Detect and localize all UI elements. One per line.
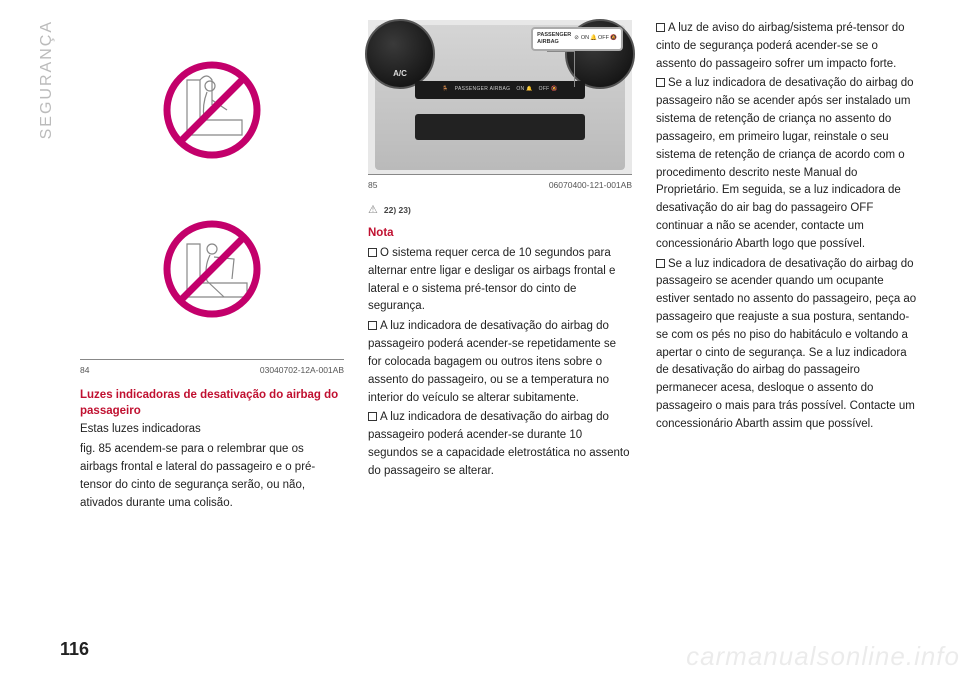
box-icon [368,321,377,330]
column-1: 84 03040702-12A-001AB Luzes indicadoras … [80,20,344,620]
watermark: carmanualsonline.info [686,641,960,672]
fig-code: 03040702-12A-001AB [260,364,344,377]
warning-row: ⚠ 22) 23) [368,202,632,219]
box-icon [656,259,665,268]
dashboard: A/C 🪑 PASSENGER AIRBAG ON 🔔 OFF 🔕 PASSEN… [375,25,625,170]
page-number: 116 [60,639,89,660]
callout-on: ON [581,36,589,42]
figure-85-caption: 85 06070400-121-001AB [368,179,632,192]
callout-off: OFF [598,36,609,42]
strip-on-icon: ON 🔔 [516,86,532,94]
slot [415,114,585,140]
strip-text: PASSENGER AIRBAG [455,86,511,94]
callout-l2: AIRBAG [537,39,571,46]
paragraph-text: A luz de aviso do airbag/sistema pré-ten… [656,22,905,70]
box-icon [368,412,377,421]
paragraph: O sistema requer cerca de 10 segundos pa… [368,245,632,316]
box-icon [368,248,377,257]
warning-icon: ⚠ [368,202,378,219]
strip-off-icon: OFF 🔕 [539,86,558,94]
manual-page: SEGURANÇA [0,0,960,678]
fig-num: 85 [368,179,377,192]
paragraph: Se a luz indicadora de desativação do ai… [656,256,920,434]
column-3: A luz de aviso do airbag/sistema pré-ten… [656,20,920,620]
box-icon [656,23,665,32]
paragraph: fig. 85 acendem-se para o relembrar que … [80,441,344,512]
prohibit-icon [152,50,272,170]
gauge-left: A/C [365,19,435,89]
prohibit-sign-top [152,50,272,170]
figure-84 [80,20,344,360]
paragraph-text: O sistema requer cerca de 10 segundos pa… [368,247,615,312]
paragraph-text: A luz indicadora de desativação do airba… [368,320,616,403]
box-icon [656,78,665,87]
fig-num: 84 [80,364,89,377]
paragraph-text: A luz indicadora de desativação do airba… [368,411,630,476]
callout-l1: PASSENGER [537,32,571,39]
nota-label: Nota [368,227,394,239]
fig-code: 06070400-121-001AB [549,179,632,192]
paragraph: A luz indicadora de desativação do airba… [368,409,632,480]
strip-seat-icon: 🪑 [442,86,449,94]
figure-85: A/C 🪑 PASSENGER AIRBAG ON 🔔 OFF 🔕 PASSEN… [368,20,632,175]
paragraph-text: Se a luz indicadora de desativação do ai… [656,77,914,249]
gauge-label: A/C [393,68,407,80]
paragraph: A luz de aviso do airbag/sistema pré-ten… [656,20,920,73]
figure-84-caption: 84 03040702-12A-001AB [80,364,344,377]
paragraph: Estas luzes indicadoras [80,421,344,439]
subheading: Luzes indicadoras de desativação do airb… [80,387,344,419]
paragraph: A luz indicadora de desativação do airba… [368,318,632,407]
callout-box: PASSENGER AIRBAG ⊘ ON 🔔 OFF 🔕 [531,27,623,51]
paragraph: Se a luz indicadora de desativação do ai… [656,75,920,253]
warning-numbers: 22) 23) [384,204,411,217]
prohibit-sign-bottom [152,209,272,329]
content-columns: 84 03040702-12A-001AB Luzes indicadoras … [80,20,920,620]
paragraph-text: Se a luz indicadora de desativação do ai… [656,258,916,430]
prohibit-icon [152,209,272,329]
column-2: A/C 🪑 PASSENGER AIRBAG ON 🔔 OFF 🔕 PASSEN… [368,20,632,620]
section-label: SEGURANÇA [38,20,56,139]
callout-leader [547,51,575,87]
